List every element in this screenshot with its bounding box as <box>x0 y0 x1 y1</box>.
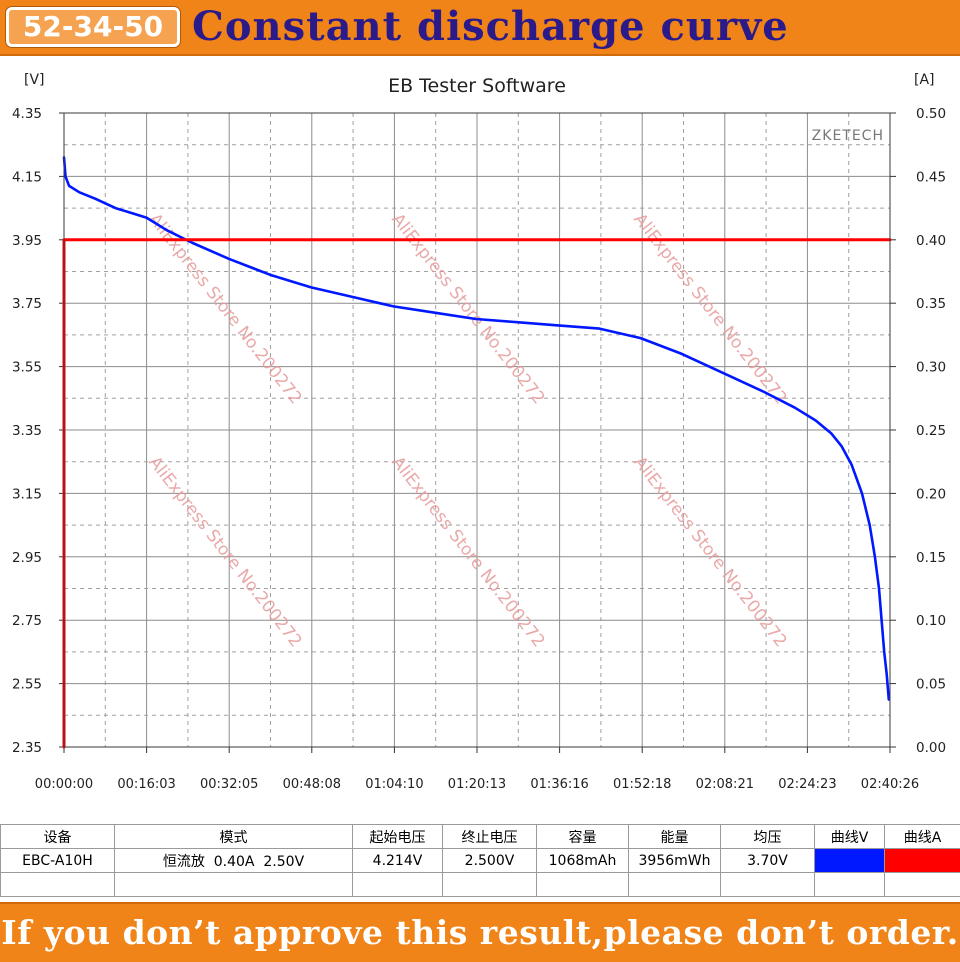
empty-cell <box>537 873 629 897</box>
y-right-tick-label: 0.00 <box>916 740 946 756</box>
y-left-unit: [V] <box>24 72 45 88</box>
y-right-tick-label: 0.05 <box>916 677 946 693</box>
cell-start-voltage: 4.214V <box>353 849 443 873</box>
empty-cell <box>1 873 115 897</box>
top-banner: 52-34-50 Constant discharge curve <box>0 0 960 56</box>
header-end-voltage: 终止电压 <box>443 825 537 849</box>
y-right-ticks: 0.50 0.45 0.40 0.35 0.30 0.25 0.20 0.15 0.10 0.05… <box>890 106 946 756</box>
y-left-tick-label: 3.15 <box>12 486 42 502</box>
brand-watermark: ZKETECH <box>812 128 884 144</box>
y-left-tick-label: 2.95 <box>12 550 42 566</box>
y-left-tick-label: 4.15 <box>12 169 42 185</box>
curve-a-swatch <box>885 849 960 873</box>
y-left-ticks: 4.35 4.15 3.95 3.75 3.55 3.35 3.15 2.95 2.75 2.55… <box>12 106 64 756</box>
y-right-tick-label: 0.45 <box>916 169 946 185</box>
table-empty-row <box>1 873 960 897</box>
y-left-tick-label: 3.55 <box>12 360 42 376</box>
cell-device: EBC-A10H <box>1 849 115 873</box>
y-right-tick-label: 0.35 <box>916 296 946 312</box>
disclaimer-text: If you don’t approve this result,please … <box>0 904 960 962</box>
x-tick-label: 01:36:16 <box>530 777 588 792</box>
empty-cell <box>815 873 885 897</box>
cell-avg-voltage: 3.70V <box>721 849 815 873</box>
y-left-tick-label: 2.55 <box>12 677 42 693</box>
y-left-tick-label: 3.95 <box>12 233 42 249</box>
empty-cell <box>629 873 721 897</box>
x-tick-label: 00:00:00 <box>35 777 93 792</box>
y-left-tick-label: 3.35 <box>12 423 42 439</box>
x-tick-label: 00:32:05 <box>200 777 258 792</box>
empty-cell <box>885 873 960 897</box>
y-right-tick-label: 0.40 <box>916 233 946 249</box>
x-tick-label: 02:40:26 <box>861 777 919 792</box>
summary-table: 设备 模式 起始电压 终止电压 容量 能量 均压 曲线V 曲线A EBC-A10… <box>0 824 960 897</box>
cell-energy: 3956mWh <box>629 849 721 873</box>
y-right-tick-label: 0.20 <box>916 486 946 502</box>
y-right-tick-label: 0.30 <box>916 360 946 376</box>
y-right-tick-label: 0.50 <box>916 106 946 122</box>
x-tick-label: 02:24:23 <box>778 777 836 792</box>
x-tick-label: 01:52:18 <box>613 777 671 792</box>
header-curve-a: 曲线A <box>885 825 960 849</box>
table-header-row: 设备 模式 起始电压 终止电压 容量 能量 均压 曲线V 曲线A <box>1 825 960 849</box>
summary-table-wrap: 设备 模式 起始电压 终止电压 容量 能量 均压 曲线V 曲线A EBC-A10… <box>0 824 960 902</box>
y-right-tick-label: 0.15 <box>916 550 946 566</box>
header-capacity: 容量 <box>537 825 629 849</box>
empty-cell <box>115 873 353 897</box>
y-left-tick-label: 2.75 <box>12 613 42 629</box>
empty-cell <box>443 873 537 897</box>
curve-v-swatch <box>815 849 885 873</box>
y-left-tick-label: 3.75 <box>12 296 42 312</box>
cell-capacity: 1068mAh <box>537 849 629 873</box>
cell-end-voltage: 2.500V <box>443 849 537 873</box>
x-tick-label: 01:20:13 <box>448 777 506 792</box>
x-tick-label: 00:16:03 <box>117 777 175 792</box>
y-right-tick-label: 0.25 <box>916 423 946 439</box>
x-tick-label: 00:48:08 <box>283 777 341 792</box>
table-row: EBC-A10H 恒流放 0.40A 2.50V 4.214V 2.500V 1… <box>1 849 960 873</box>
y-left-tick-label: 4.35 <box>12 106 42 122</box>
y-right-unit: [A] <box>914 72 935 88</box>
header-curve-v: 曲线V <box>815 825 885 849</box>
x-tick-label: 02:08:21 <box>696 777 754 792</box>
chart-title: EB Tester Software <box>388 75 566 97</box>
header-avg-voltage: 均压 <box>721 825 815 849</box>
y-left-tick-label: 2.35 <box>12 740 42 756</box>
y-right-tick-label: 0.10 <box>916 613 946 629</box>
model-badge: 52-34-50 <box>6 7 180 47</box>
x-ticks: 00:00:00 00:16:03 00:32:05 00:48:08 01:04:10… <box>35 747 919 792</box>
x-tick-label: 01:04:10 <box>365 777 423 792</box>
empty-cell <box>353 873 443 897</box>
header-mode: 模式 <box>115 825 353 849</box>
cell-mode: 恒流放 0.40A 2.50V <box>115 849 353 873</box>
banner-title: Constant discharge curve <box>192 0 789 54</box>
empty-cell <box>721 873 815 897</box>
header-device: 设备 <box>1 825 115 849</box>
header-energy: 能量 <box>629 825 721 849</box>
bottom-banner: If you don’t approve this result,please … <box>0 902 960 962</box>
header-start-voltage: 起始电压 <box>353 825 443 849</box>
